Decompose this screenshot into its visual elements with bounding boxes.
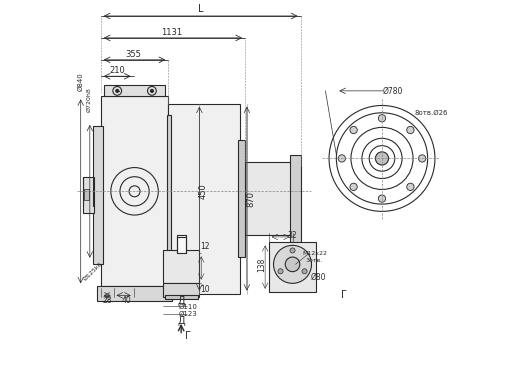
- Circle shape: [151, 89, 154, 92]
- Circle shape: [290, 248, 295, 253]
- Text: 210: 210: [110, 66, 125, 75]
- Bar: [290, 155, 301, 246]
- Text: 12: 12: [200, 241, 209, 251]
- Circle shape: [375, 152, 389, 165]
- Bar: [168, 104, 240, 294]
- Bar: [239, 140, 245, 257]
- Bar: [83, 190, 89, 201]
- Text: Ø780: Ø780: [383, 86, 403, 95]
- Text: L: L: [199, 4, 204, 14]
- Bar: [163, 250, 199, 283]
- Bar: [97, 286, 172, 301]
- Bar: [165, 296, 198, 299]
- Bar: [104, 85, 165, 96]
- Bar: [177, 235, 185, 254]
- Text: 1131: 1131: [161, 28, 183, 37]
- Text: Ø80: Ø80: [310, 273, 326, 282]
- Text: 355: 355: [126, 50, 142, 59]
- Text: Д: Д: [177, 316, 185, 326]
- Circle shape: [418, 155, 426, 162]
- Bar: [163, 283, 199, 297]
- Bar: [101, 96, 168, 286]
- Text: Г: Г: [340, 290, 347, 300]
- Bar: [82, 177, 94, 213]
- Circle shape: [378, 195, 386, 202]
- Circle shape: [407, 183, 414, 191]
- Circle shape: [285, 257, 300, 272]
- Text: Г: Г: [185, 330, 191, 340]
- Circle shape: [278, 269, 283, 274]
- Bar: [166, 114, 171, 268]
- Text: 10: 10: [200, 286, 210, 294]
- Circle shape: [338, 155, 346, 162]
- Text: 40: 40: [121, 296, 131, 305]
- Text: Ø720h8: Ø720h8: [86, 88, 91, 112]
- Circle shape: [378, 114, 386, 122]
- Circle shape: [273, 245, 311, 283]
- Circle shape: [350, 126, 357, 134]
- Bar: [240, 162, 291, 235]
- Circle shape: [116, 89, 119, 92]
- Circle shape: [407, 126, 414, 134]
- Bar: [269, 243, 316, 292]
- Text: 138: 138: [257, 257, 266, 272]
- Circle shape: [350, 183, 357, 191]
- Text: 28: 28: [102, 296, 112, 305]
- Bar: [94, 125, 102, 264]
- Text: Ø110: Ø110: [179, 303, 198, 309]
- Text: 3отв.: 3отв.: [306, 258, 323, 263]
- Text: Ø125k6: Ø125k6: [83, 261, 104, 282]
- Text: M12x22: M12x22: [302, 251, 327, 256]
- Text: 32: 32: [288, 231, 297, 240]
- Text: Ø840: Ø840: [78, 72, 83, 91]
- Text: 8отв.Ø26: 8отв.Ø26: [415, 110, 448, 116]
- Circle shape: [302, 269, 307, 274]
- Text: 450: 450: [199, 183, 207, 199]
- Text: Д: Д: [177, 296, 185, 306]
- Text: 870: 870: [246, 191, 255, 206]
- Text: Ø123: Ø123: [179, 311, 198, 316]
